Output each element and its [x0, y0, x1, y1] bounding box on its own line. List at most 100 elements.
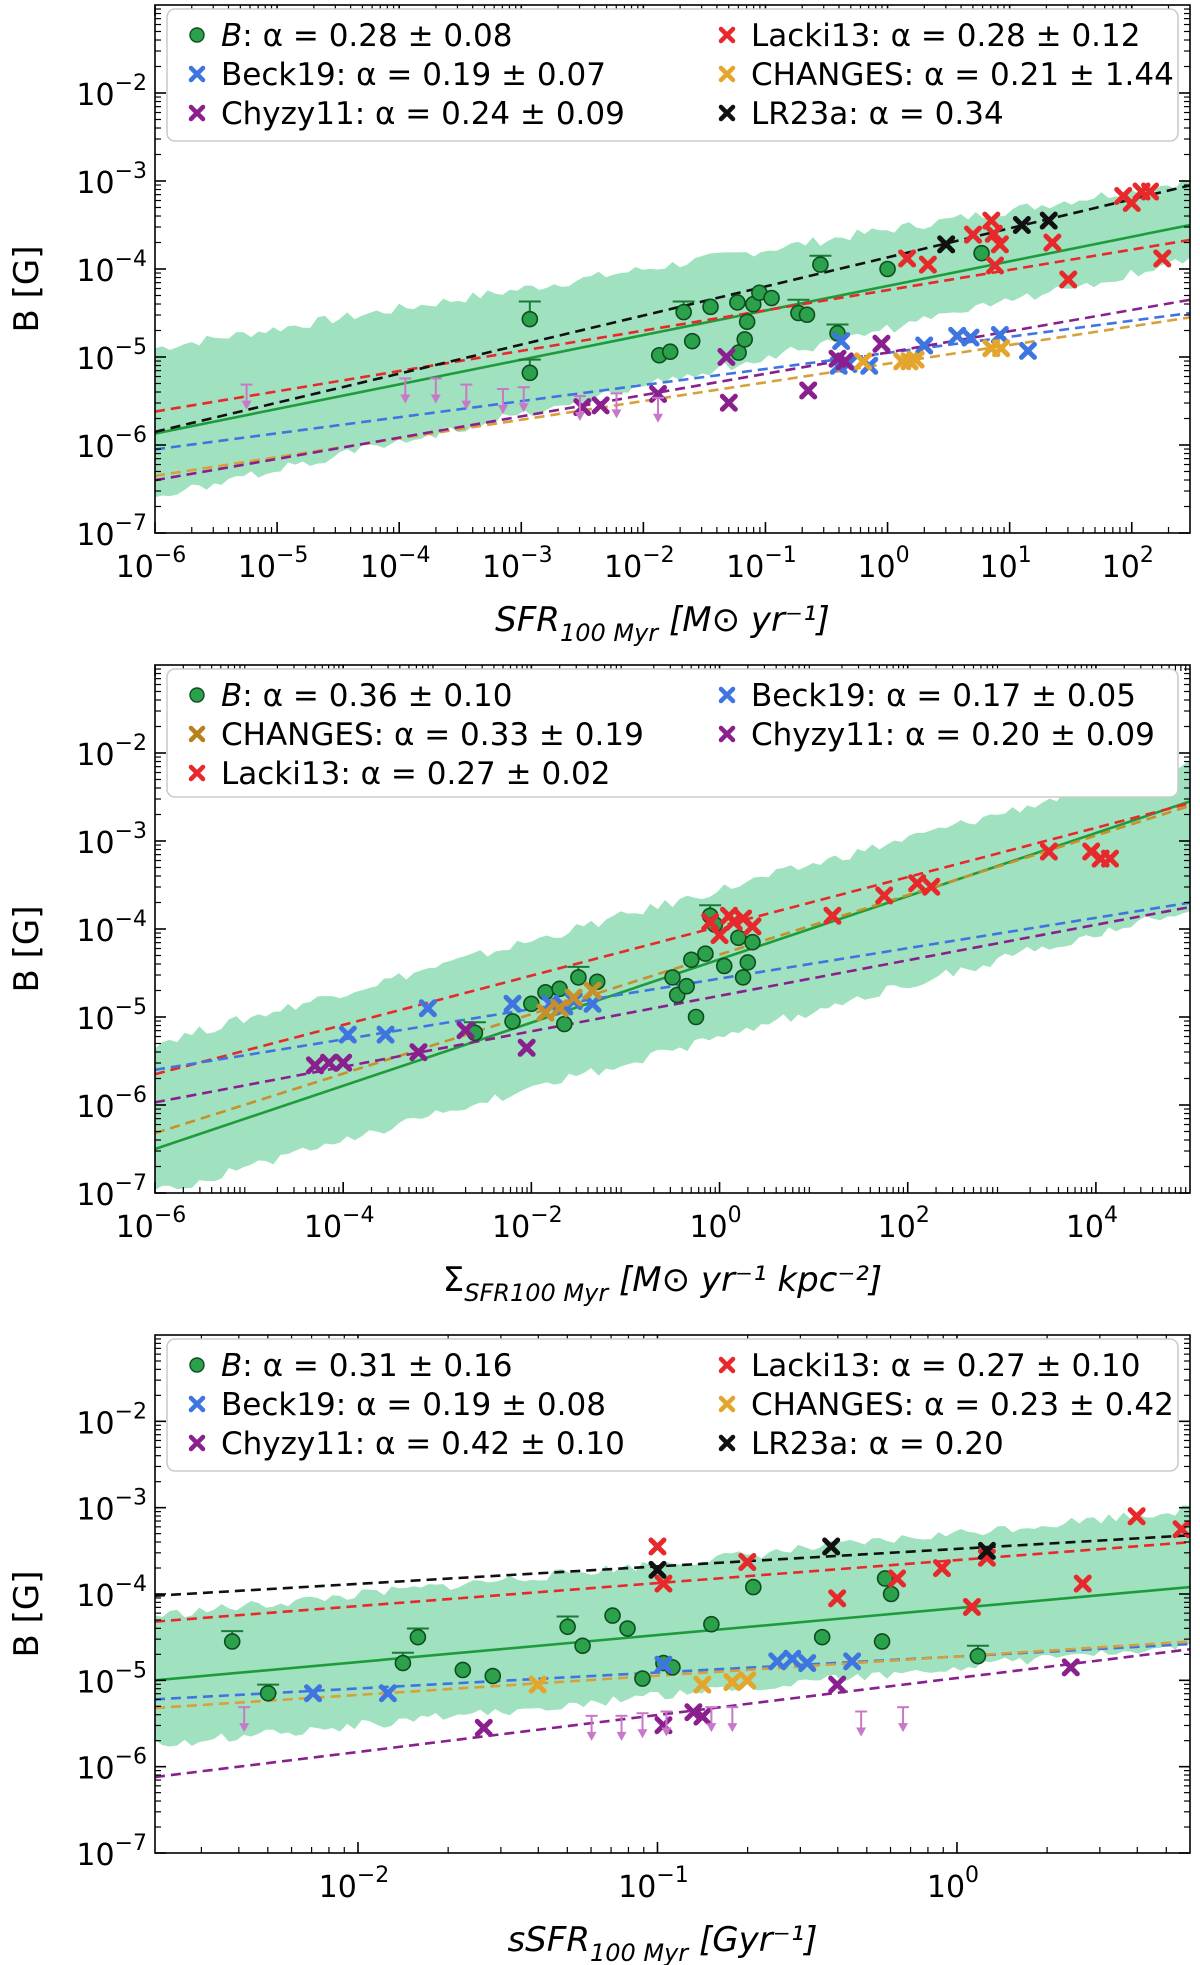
cross-stroke — [854, 352, 873, 371]
legend-marker — [718, 1395, 736, 1413]
x-label-subscript: 100 Myr — [560, 619, 660, 647]
tick-base: 10 — [76, 914, 114, 949]
legend-label: CHANGES: α = 0.23 ± 0.42 — [751, 1387, 1174, 1423]
upper-limit-arrow — [652, 396, 665, 423]
cross-stroke — [1153, 249, 1172, 268]
series-upper-limits — [238, 1706, 910, 1741]
fit-line-b — [155, 223, 1190, 435]
data-point — [908, 874, 927, 893]
tick-exponent: −7 — [115, 511, 147, 536]
arrow-head — [706, 1723, 717, 1733]
y-axis-label: B [G] — [7, 245, 47, 332]
legend-name: CHANGES — [751, 57, 904, 93]
legend-marker — [718, 686, 736, 704]
cross-stroke — [1043, 233, 1062, 252]
data-point — [768, 1652, 787, 1671]
data-point — [738, 313, 756, 331]
data-point — [701, 912, 720, 931]
y-tick-label: 10−6 — [76, 1083, 147, 1125]
fit-line-beck19 — [155, 901, 1190, 1072]
tick-base: 10 — [304, 1210, 342, 1245]
data-point — [687, 1008, 705, 1026]
data-point — [338, 1025, 357, 1044]
data-point — [879, 260, 896, 278]
cross-stroke — [992, 339, 1011, 358]
uncertainty-band — [155, 179, 1190, 498]
data-point — [1127, 1507, 1146, 1526]
data-point — [1153, 249, 1172, 268]
tick-exponent: −6 — [115, 423, 147, 448]
legend-name: Beck19 — [221, 57, 336, 93]
legend-label: Beck19: α = 0.19 ± 0.07 — [221, 57, 606, 93]
tick-exponent: −3 — [115, 819, 147, 844]
tick-base: 10 — [980, 550, 1018, 585]
x-tick-label: 10−1 — [618, 1863, 689, 1905]
tick-exponent: −4 — [342, 1203, 374, 1228]
data-point — [223, 1633, 241, 1650]
legend-label: B: α = 0.28 ± 0.08 — [221, 18, 512, 54]
legend-label: B: α = 0.36 ± 0.10 — [221, 678, 512, 714]
cross-stroke — [304, 1684, 323, 1703]
cross-stroke — [573, 398, 592, 417]
legend-label: LR23a: α = 0.34 — [751, 96, 1004, 132]
y-tick-label: 10−4 — [76, 247, 147, 289]
tick-exponent: −2 — [115, 1399, 147, 1424]
legend: B: α = 0.36 ± 0.10 Beck19: α = 0.17 ± 0.0… — [166, 668, 1179, 798]
upper-limit-arrow — [660, 1710, 673, 1737]
data-point — [259, 1684, 277, 1702]
legend-marker — [189, 27, 205, 43]
y-tick-label: 10−6 — [76, 1745, 147, 1787]
legend-name: Lacki13 — [751, 18, 870, 54]
cross-stroke — [1141, 182, 1160, 201]
cross-stroke — [898, 249, 917, 268]
data-point — [648, 1560, 667, 1579]
y-tick-label: 10−7 — [76, 1171, 147, 1213]
tick-exponent: 0 — [896, 543, 910, 568]
data-point — [932, 1559, 951, 1578]
y-axis-label: B [G] — [7, 1570, 47, 1657]
data-point — [654, 1655, 673, 1674]
data-point — [973, 244, 990, 262]
cross-stroke — [378, 1684, 397, 1703]
data-point — [693, 1707, 712, 1726]
tick-exponent: −6 — [115, 1745, 147, 1770]
legend-marker — [188, 725, 206, 743]
y-tick-label: 10−2 — [76, 1399, 147, 1441]
cross-stroke — [843, 1652, 862, 1671]
cross-stroke — [693, 1707, 712, 1726]
cross-stroke — [591, 396, 610, 415]
tick-exponent: −5 — [115, 1658, 147, 1683]
tick-exponent: 2 — [916, 1203, 930, 1228]
cross-stroke — [517, 1038, 536, 1057]
upper-limit-arrow — [705, 1706, 718, 1733]
data-point — [992, 339, 1011, 358]
fit-line-lr23a — [155, 1533, 1190, 1598]
tick-base: 10 — [76, 1665, 114, 1700]
arrow-head — [400, 394, 411, 404]
arrow-head — [461, 400, 472, 410]
x-tick-label: 10−5 — [238, 543, 309, 585]
series-b — [463, 904, 761, 1042]
legend-label: CHANGES: α = 0.21 ± 1.44 — [751, 57, 1174, 93]
upper-limit-arrow — [855, 1710, 868, 1737]
series-upper-limits — [240, 377, 665, 423]
x-label-units: [Gyr⁻¹] — [688, 1920, 817, 1960]
x-tick-label: 10−4 — [304, 1203, 375, 1245]
uncertainty-band — [155, 1505, 1190, 1747]
cross-stroke — [701, 912, 720, 931]
legend-marker — [189, 687, 205, 703]
cross-stroke — [937, 235, 956, 254]
data-point — [723, 1673, 742, 1692]
cross-stroke — [320, 1053, 339, 1072]
cross-stroke — [1073, 1574, 1092, 1593]
legend-label: Beck19: α = 0.17 ± 0.05 — [751, 678, 1136, 714]
panel-2: 10−710−610−510−410−310−210−6 10−4 10−2 100 1… — [7, 664, 1191, 1307]
x-tick-label: 10−2 — [319, 1863, 390, 1905]
legend-label: B: α = 0.31 ± 0.16 — [221, 1348, 512, 1384]
data-point — [702, 298, 719, 316]
tick-exponent: −7 — [115, 1171, 147, 1196]
arrow-head — [727, 1723, 738, 1733]
cross-stroke — [1082, 842, 1101, 861]
tick-base: 10 — [360, 550, 398, 585]
cross-stroke — [823, 906, 842, 925]
